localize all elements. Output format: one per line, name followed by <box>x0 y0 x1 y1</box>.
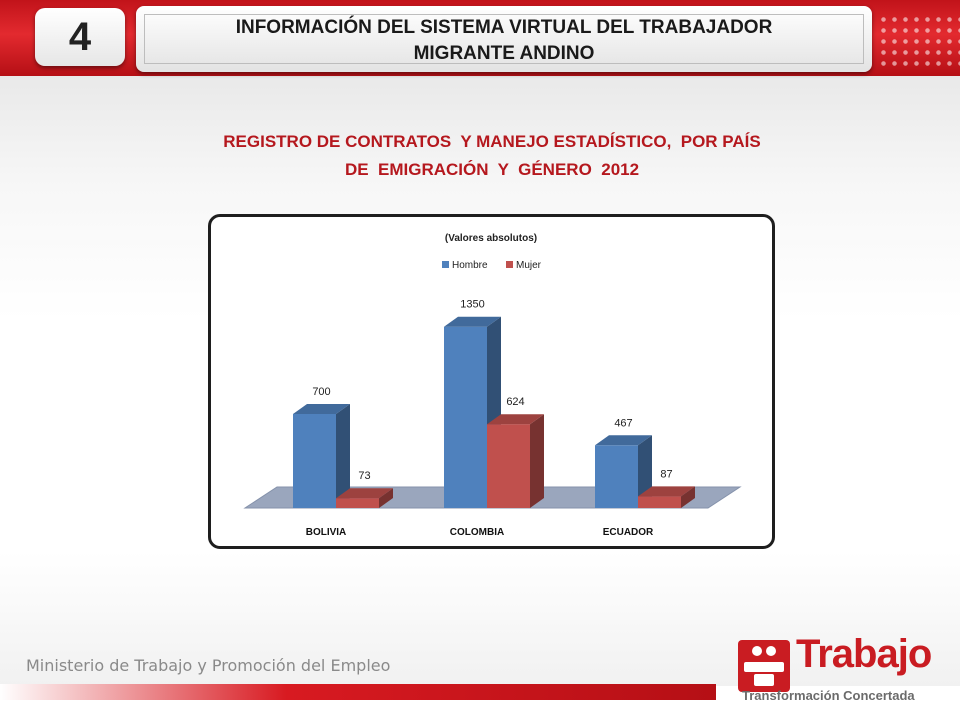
chart-heading: REGISTRO DE CONTRATOS Y MANEJO ESTADÍSTI… <box>140 128 844 184</box>
bar-top-colombia-mujer <box>487 414 544 425</box>
legend-swatch-hombre <box>442 261 449 268</box>
legend-label-hombre: Hombre <box>452 260 488 271</box>
category-label-bolivia: BOLIVIA <box>306 527 347 538</box>
bar-ecuador-hombre <box>595 445 638 508</box>
chart-frame: (Valores absolutos) Hombre Mujer 700 73 BOLIV… <box>208 214 775 549</box>
bar-colombia-mujer <box>487 424 530 508</box>
category-label-colombia: COLOMBIA <box>450 527 504 538</box>
bar-top-bolivia-mujer <box>336 488 393 499</box>
bar-chart: (Valores absolutos) Hombre Mujer 700 73 BOLIV… <box>243 233 742 538</box>
people-logo-icon <box>738 640 790 692</box>
data-label-colombia-mujer: 624 <box>506 396 524 408</box>
slide-number-badge: 4 <box>35 8 125 66</box>
chart-heading-line1: REGISTRO DE CONTRATOS Y MANEJO ESTADÍSTI… <box>223 132 761 151</box>
footer-red-line <box>0 684 716 700</box>
slide-title: INFORMACIÓN DEL SISTEMA VIRTUAL DEL TRAB… <box>136 15 872 67</box>
logo-subtitle: Transformación Concertada <box>742 688 915 703</box>
bar-side-bolivia-mujer <box>379 488 393 508</box>
data-label-colombia-hombre: 1350 <box>460 299 484 311</box>
bar-top-ecuador-hombre <box>595 435 652 446</box>
bar-colombia-hombre <box>444 326 487 508</box>
slide-title-box: INFORMACIÓN DEL SISTEMA VIRTUAL DEL TRAB… <box>136 6 872 72</box>
decorative-dot-grid <box>878 14 960 68</box>
data-label-ecuador-hombre: 467 <box>614 417 632 429</box>
data-label-ecuador-mujer: 87 <box>660 468 672 480</box>
bar-bolivia-hombre <box>293 414 336 508</box>
slide-title-line2: MIGRANTE ANDINO <box>413 43 595 64</box>
bar-side-ecuador-mujer <box>681 486 695 508</box>
trabajo-logo: Trabajo Transformación Concertada <box>738 632 938 706</box>
data-label-bolivia-mujer: 73 <box>358 470 370 482</box>
bar-ecuador-mujer <box>638 496 681 508</box>
category-label-ecuador: ECUADOR <box>603 527 654 538</box>
bar-top-ecuador-mujer <box>638 486 695 497</box>
logo-title: Trabajo <box>796 632 932 676</box>
bar-side-colombia-mujer <box>530 414 544 508</box>
chart-title: (Valores absolutos) <box>445 233 537 244</box>
title-inner-frame <box>144 14 864 64</box>
chart-heading-line2: DE EMIGRACIÓN Y GÉNERO 2012 <box>344 160 640 179</box>
legend-label-mujer: Mujer <box>516 260 542 271</box>
bar-bolivia-mujer <box>336 498 379 508</box>
bar-side-bolivia-hombre <box>336 404 350 508</box>
bar-top-colombia-hombre <box>444 316 501 327</box>
bar-top-bolivia-hombre <box>293 404 350 414</box>
legend-swatch-mujer <box>506 261 513 268</box>
slide-title-line1: INFORMACIÓN DEL SISTEMA VIRTUAL DEL TRAB… <box>235 17 773 38</box>
ministry-name: Ministerio de Trabajo y Promoción del Em… <box>26 656 391 675</box>
data-label-bolivia-hombre: 700 <box>312 386 330 398</box>
